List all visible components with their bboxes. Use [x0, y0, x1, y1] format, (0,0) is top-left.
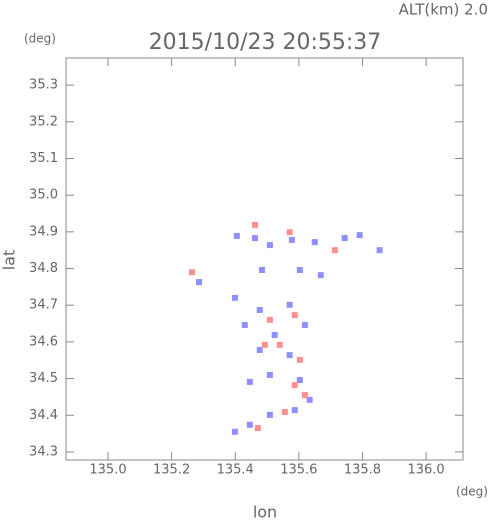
y-axis-label: lat	[0, 250, 19, 271]
data-point	[286, 229, 293, 236]
data-point	[306, 396, 313, 403]
data-point	[266, 371, 273, 378]
data-point	[231, 428, 238, 435]
data-point	[317, 272, 324, 279]
data-point	[256, 306, 263, 313]
y-unit: (deg)	[24, 32, 56, 46]
x-tick-label: 135.2	[153, 463, 190, 478]
data-point	[233, 232, 240, 239]
x-tick-label: 135.4	[217, 463, 254, 478]
y-tick-label: 34.8	[29, 261, 58, 276]
y-tick-label: 34.3	[29, 444, 58, 459]
x-axis-label: lon	[253, 503, 277, 521]
data-point	[246, 421, 253, 428]
data-point	[251, 221, 258, 228]
data-point	[296, 267, 303, 274]
data-point	[281, 408, 288, 415]
chart-subtitle: ALT(km) 2.0	[399, 1, 488, 19]
y-tick-label: 34.9	[29, 224, 58, 239]
chart-title: 2015/10/23 20:55:37	[149, 30, 382, 55]
data-point	[286, 352, 293, 359]
data-point	[241, 322, 248, 329]
y-tick-label: 34.7	[29, 298, 58, 313]
y-tick-label: 35.3	[29, 78, 58, 93]
data-point	[266, 242, 273, 249]
y-tick-label: 34.6	[29, 334, 58, 349]
data-point	[258, 267, 265, 274]
y-tick-label: 34.5	[29, 371, 58, 386]
data-point	[276, 341, 283, 348]
data-point	[286, 301, 293, 308]
data-point	[288, 236, 295, 243]
data-point	[311, 239, 318, 246]
x-tick-label: 135.8	[344, 463, 381, 478]
data-point	[291, 407, 298, 414]
data-point	[301, 322, 308, 329]
data-point	[291, 382, 298, 389]
data-point	[271, 331, 278, 338]
data-point	[296, 377, 303, 384]
data-point	[296, 356, 303, 363]
data-point	[376, 247, 383, 254]
data-point	[261, 341, 268, 348]
x-tick-label: 135.6	[280, 463, 317, 478]
data-point	[266, 316, 273, 323]
data-point	[251, 235, 258, 242]
x-unit: (deg)	[456, 485, 488, 499]
data-point	[256, 346, 263, 353]
data-point	[231, 294, 238, 301]
data-point	[356, 232, 363, 239]
y-tick-label: 35.1	[29, 151, 58, 166]
y-tick-label: 34.4	[29, 408, 58, 423]
data-point	[188, 269, 195, 276]
data-point	[195, 279, 202, 286]
data-point	[266, 411, 273, 418]
data-point	[331, 247, 338, 254]
data-point	[254, 425, 261, 432]
data-point	[341, 235, 348, 242]
x-tick-label: 136.0	[407, 463, 444, 478]
y-tick-label: 35.0	[29, 188, 58, 203]
x-tick-label: 135.0	[89, 463, 126, 478]
data-point	[246, 378, 253, 385]
data-point	[291, 312, 298, 319]
plot-frame	[65, 57, 464, 461]
data-point	[301, 392, 308, 399]
y-tick-label: 35.2	[29, 114, 58, 129]
